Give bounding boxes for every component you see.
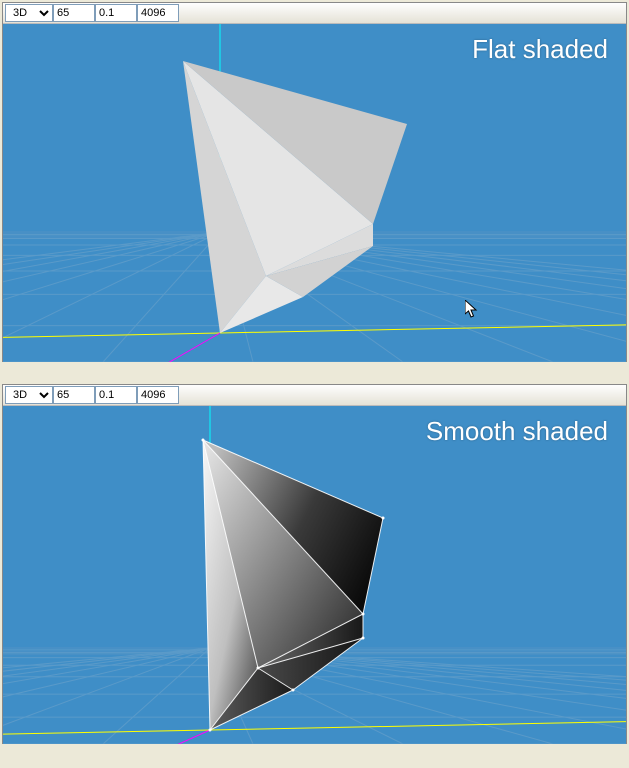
view-mode-select[interactable]: 3D <box>5 4 53 22</box>
mesh-vertex <box>257 667 260 670</box>
shading-caption: Flat shaded <box>472 34 608 65</box>
viewport-3d[interactable]: Smooth shaded <box>3 406 626 744</box>
viewport-toolbar: 3D <box>3 385 626 406</box>
view-mode-select[interactable]: 3D <box>5 386 53 404</box>
viewport-panel: 3D Smooth shaded <box>2 384 627 744</box>
viewport-panel: 3D Flat shaded <box>2 2 627 362</box>
mesh-vertex <box>362 637 365 640</box>
fov-field[interactable] <box>53 4 95 22</box>
mesh-vertex <box>209 729 212 732</box>
mesh-vertex <box>362 613 365 616</box>
mesh-vertex <box>292 689 295 692</box>
shading-caption: Smooth shaded <box>426 416 608 447</box>
near-clip-field[interactable] <box>95 4 137 22</box>
near-clip-field[interactable] <box>95 386 137 404</box>
viewport-3d[interactable]: Flat shaded <box>3 24 626 362</box>
mesh-vertex <box>382 517 385 520</box>
mesh-vertex <box>202 439 205 442</box>
far-clip-field[interactable] <box>137 386 179 404</box>
viewport-toolbar: 3D <box>3 3 626 24</box>
far-clip-field[interactable] <box>137 4 179 22</box>
fov-field[interactable] <box>53 386 95 404</box>
